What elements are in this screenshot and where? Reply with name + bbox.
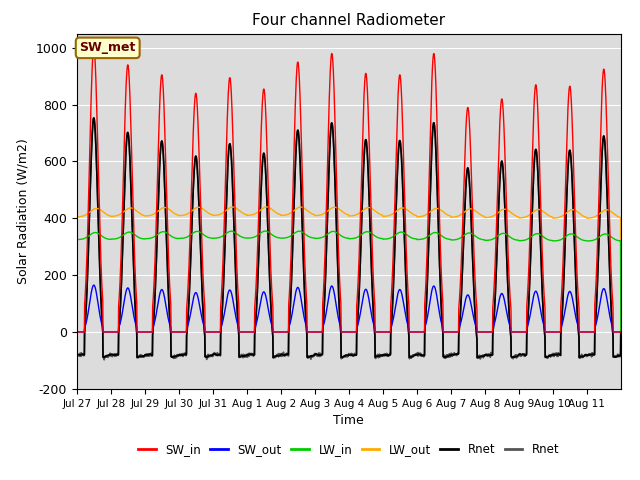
SW_out (73, 329, 81, 335)
Rnet (245, 351, 253, 357)
SW_out (543, 329, 551, 335)
SW_in (90, 45, 98, 51)
LW_out (244, 213, 252, 218)
Rnet (100, 357, 108, 363)
Rnet (133, 355, 141, 360)
LW_out (73, 214, 81, 220)
SW_in (381, 329, 389, 335)
LW_out (543, 212, 551, 217)
Text: SW_met: SW_met (79, 41, 136, 54)
LW_out (127, 205, 135, 211)
SW_in (245, 329, 253, 335)
Rnet (610, 354, 618, 360)
SW_in (609, 329, 617, 335)
Line: SW_out: SW_out (77, 285, 621, 332)
SW_out (90, 282, 98, 288)
Rnet (513, 354, 521, 360)
Rnet (73, 352, 81, 358)
Rnet (90, 115, 98, 121)
Rnet (513, 352, 521, 358)
Rnet (544, 354, 552, 360)
Line: LW_in: LW_in (77, 231, 621, 332)
Rnet (127, 197, 135, 203)
SW_out (245, 329, 253, 335)
Title: Four channel Radiometer: Four channel Radiometer (252, 13, 445, 28)
SW_out (617, 329, 625, 335)
LW_out (617, 329, 625, 335)
LW_in (543, 237, 551, 242)
Rnet (128, 205, 136, 211)
Rnet (73, 352, 81, 358)
Legend: SW_in, SW_out, LW_in, LW_out, Rnet, Rnet: SW_in, SW_out, LW_in, LW_out, Rnet, Rnet (133, 439, 564, 461)
SW_out (513, 329, 520, 335)
SW_in (73, 329, 81, 335)
LW_in (262, 228, 269, 234)
Rnet (382, 352, 390, 358)
Rnet (544, 355, 552, 361)
Line: Rnet: Rnet (77, 118, 621, 358)
Rnet (90, 115, 98, 121)
SW_out (127, 298, 135, 304)
SW_in (127, 141, 135, 147)
Rnet (382, 352, 390, 358)
Rnet (617, 327, 625, 333)
LW_out (513, 214, 520, 219)
LW_in (609, 236, 617, 241)
SW_out (381, 329, 389, 335)
SW_in (617, 329, 625, 335)
SW_in (513, 329, 520, 335)
LW_in (617, 329, 625, 335)
LW_out (609, 210, 617, 216)
LW_in (381, 236, 389, 242)
Rnet (245, 352, 253, 358)
LW_in (73, 237, 81, 242)
LW_in (244, 235, 252, 241)
LW_out (381, 213, 389, 219)
Line: Rnet: Rnet (77, 118, 621, 360)
SW_in (543, 329, 551, 335)
Y-axis label: Solar Radiation (W/m2): Solar Radiation (W/m2) (17, 138, 29, 284)
LW_out (263, 204, 271, 210)
Line: SW_in: SW_in (77, 48, 621, 332)
Line: LW_out: LW_out (77, 207, 621, 332)
LW_in (127, 229, 135, 235)
LW_in (513, 237, 520, 243)
SW_out (609, 329, 617, 335)
Rnet (617, 329, 625, 335)
X-axis label: Time: Time (333, 414, 364, 427)
Rnet (610, 354, 618, 360)
